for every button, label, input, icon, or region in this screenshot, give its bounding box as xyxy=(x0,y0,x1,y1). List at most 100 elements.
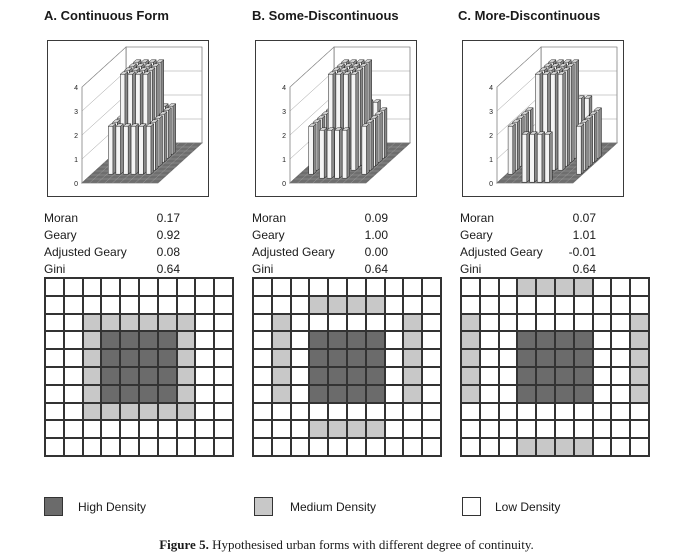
stat-row-moran: Moran 0.07 xyxy=(460,210,610,227)
grid-cell xyxy=(176,438,196,456)
grid-cell xyxy=(592,366,612,385)
grid-cell xyxy=(82,402,102,421)
bar-top xyxy=(534,71,544,75)
y-tick-label: 0 xyxy=(74,181,78,188)
stat-value: 0.64 xyxy=(572,262,596,276)
bar-side xyxy=(366,123,370,175)
grid-cell xyxy=(253,402,272,421)
grid-cell xyxy=(120,366,139,385)
bar-top xyxy=(124,67,133,71)
grid-cell xyxy=(536,384,555,403)
chart-bar xyxy=(507,123,517,175)
grid-cell xyxy=(138,402,158,421)
grid-cell xyxy=(253,331,272,350)
grid-cell xyxy=(157,366,177,385)
grid-cell xyxy=(328,278,347,296)
grid-cell xyxy=(157,438,177,456)
bar-top xyxy=(378,107,388,111)
grid-cell xyxy=(290,402,310,421)
grid-cell xyxy=(82,366,102,385)
grid-cell xyxy=(630,331,649,350)
grid-cell xyxy=(176,366,196,385)
grid-cell xyxy=(611,366,631,385)
bar-side xyxy=(580,123,585,175)
grid-cell xyxy=(290,366,310,385)
bar-side xyxy=(323,127,328,179)
bar-face xyxy=(537,133,543,183)
grid-cell xyxy=(157,313,177,332)
bar-top xyxy=(316,115,326,119)
grid-cell xyxy=(422,278,441,296)
grid-cell xyxy=(554,295,574,314)
grid-cell xyxy=(461,349,480,367)
stat-value: 0.00 xyxy=(364,245,388,259)
grid-cell xyxy=(138,384,158,403)
grid-cell xyxy=(138,295,158,314)
grid-cell xyxy=(403,438,423,456)
grid-cell xyxy=(138,438,158,456)
grid-cell xyxy=(592,313,612,332)
grid-cell xyxy=(138,349,158,367)
grid-cell xyxy=(517,438,537,456)
legend-label-medium: Medium Density xyxy=(290,500,377,514)
grid-cell xyxy=(611,349,631,367)
panel-b-stats: Moran 0.09 Geary 1.00 Adjusted Geary 0.00 G… xyxy=(252,210,402,278)
bar-top xyxy=(327,71,337,75)
bar-top xyxy=(520,111,530,115)
bar-side xyxy=(172,103,176,155)
stat-value: 0.09 xyxy=(364,211,388,225)
chart-bar xyxy=(549,71,559,171)
grid-cell xyxy=(253,420,272,439)
grid-cell xyxy=(328,313,347,332)
grid-cell xyxy=(517,313,537,332)
bar-side xyxy=(571,63,575,163)
grid-cell xyxy=(498,366,518,385)
grid-cell xyxy=(101,384,121,403)
grid-cell xyxy=(253,366,272,385)
grid-cell xyxy=(554,366,574,385)
grid-cell xyxy=(422,402,441,421)
y-tick-label: 2 xyxy=(282,133,286,140)
grid-cell xyxy=(592,420,612,439)
bar-top xyxy=(134,71,144,75)
panel-a-title: A. Continuous Form xyxy=(44,8,169,23)
grid-cell xyxy=(214,366,233,385)
bar-top xyxy=(584,115,594,119)
y-tick-label: 1 xyxy=(489,157,493,164)
stat-row-geary: Geary 0.92 xyxy=(44,227,194,244)
grid-cell xyxy=(346,349,366,367)
bar-top xyxy=(127,71,136,75)
grid-cell xyxy=(101,331,121,350)
y-tick-label: 1 xyxy=(74,157,78,164)
figure-caption-text: Hypothesised urban forms with different … xyxy=(212,537,534,552)
grid-cell xyxy=(384,366,404,385)
panel-b-density-grid xyxy=(252,277,442,457)
bar-top xyxy=(363,59,373,63)
grid-cell xyxy=(403,295,423,314)
grid-cell xyxy=(45,331,64,350)
grid-cell xyxy=(536,349,555,367)
stat-row-geary: Geary 1.01 xyxy=(460,227,610,244)
grid-cell xyxy=(422,295,441,314)
grid-cell xyxy=(195,331,215,350)
grid-cell xyxy=(176,420,196,439)
bar-top xyxy=(312,119,322,123)
stat-name: Gini xyxy=(44,262,66,276)
chart-bar xyxy=(130,123,140,175)
grid-cell xyxy=(536,313,555,332)
grid-cell xyxy=(592,331,612,350)
grid-cell xyxy=(195,366,215,385)
grid-cell xyxy=(554,384,574,403)
grid-cell xyxy=(214,349,233,367)
grid-cell xyxy=(82,420,102,439)
grid-cell xyxy=(214,331,233,350)
grid-cell xyxy=(45,313,64,332)
grid-cell xyxy=(157,331,177,350)
grid-cell xyxy=(45,402,64,421)
stat-row-gini: Gini 0.64 xyxy=(44,261,194,278)
grid-cell xyxy=(479,278,499,296)
bar-top xyxy=(561,67,571,71)
bar-top xyxy=(130,123,140,127)
grid-cell xyxy=(573,295,593,314)
grid-cell xyxy=(120,313,139,332)
